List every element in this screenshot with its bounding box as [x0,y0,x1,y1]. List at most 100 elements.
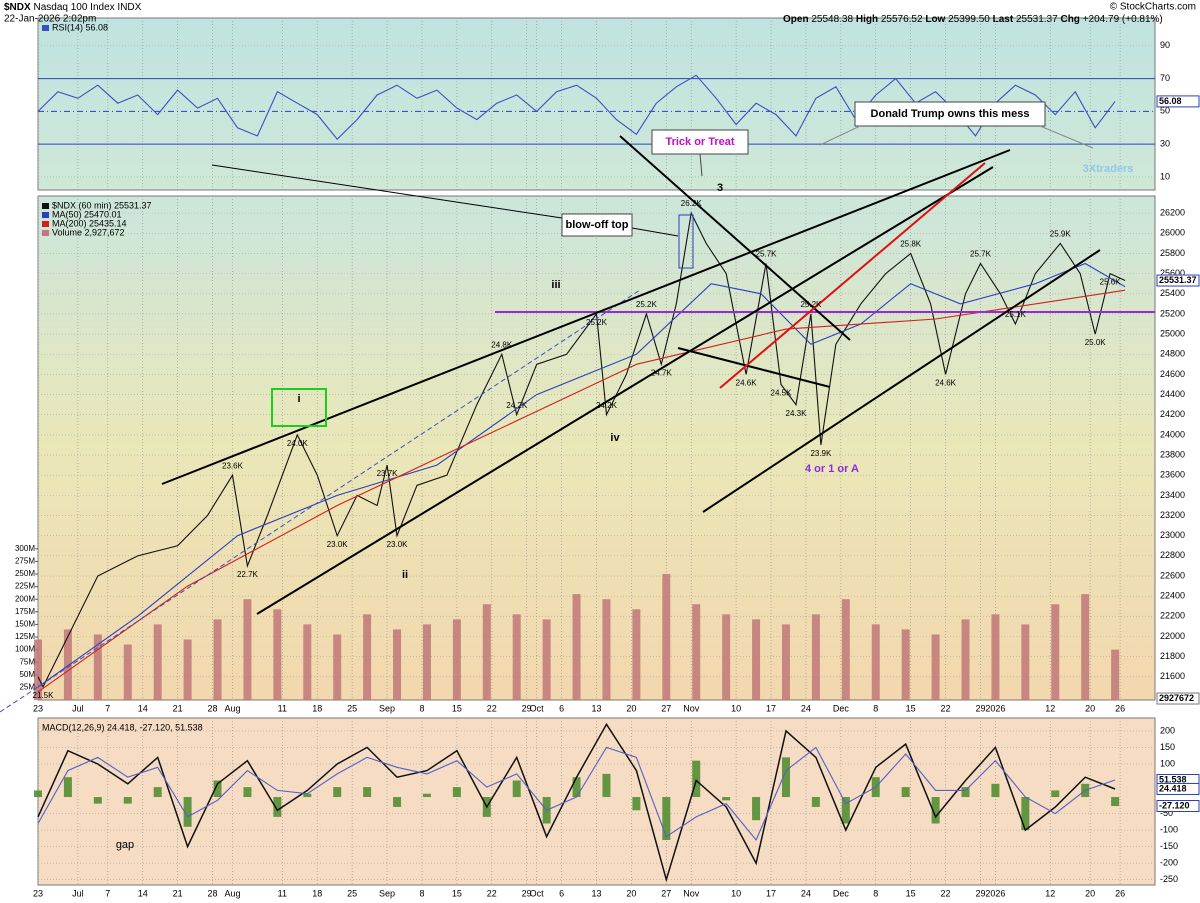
x-tick-label: 22 [941,703,951,713]
annotation: Donald Trump owns this mess [871,108,1030,120]
histogram-bar [692,760,701,798]
series-line [37,746,1116,842]
x-tick-label: 13 [591,703,601,713]
x-tick-label: Oct [530,888,545,898]
legend-label: MA(50) 25470.01 [52,209,122,219]
volume-bar [961,619,970,700]
x-tick-label: 10 [731,888,741,898]
volume-bar [482,604,491,700]
highlight-box [271,388,327,427]
x-tick-label: 8 [873,703,878,713]
quote-label: Low [925,14,945,25]
x-tick-label: 22 [941,888,951,898]
y-tick-label: 24800 [1160,349,1185,359]
y2-tick-label: 25M [19,683,35,692]
histogram-bar [303,793,312,798]
histogram-bar [213,780,222,798]
x-tick-label: 23 [33,888,43,898]
x-tick-label: Aug [224,888,240,898]
index-name: Nasdaq 100 Index INDX [33,2,141,13]
price-label: 23.9K [810,449,832,458]
annotation: 4 or 1 or A [805,463,859,475]
x-tick-label: 26 [1115,888,1125,898]
callout-line [211,164,563,219]
price-label: 24.7K [651,368,673,377]
price-label: 25.0K [1085,338,1107,347]
quote-value: 25531.37 [1016,14,1058,25]
y-tick-label: 21600 [1160,671,1185,681]
price-label: 25.7K [970,250,992,259]
histogram-bar [602,773,611,798]
y-tick-label: -200 [1160,858,1178,868]
histogram-bar [811,797,820,807]
histogram-bar [63,777,72,798]
last-value-label: -27.120 [1159,800,1190,810]
histogram-bar [901,787,910,798]
callout-box [854,101,1046,127]
annotation: Trick or Treat [665,136,734,148]
highlight-box [678,214,694,269]
y2-tick-label: 100M [15,645,35,654]
volume-bar [422,624,431,700]
price-label: 22.7K [237,570,259,579]
y2-tick-label: 75M [19,657,35,666]
volume-bar [333,634,342,700]
volume-bar [123,644,132,700]
x-tick-label: 26 [1115,703,1125,713]
x-tick-label: Aug [224,703,240,713]
volume-bar [931,634,940,700]
histogram-bar [1051,790,1060,798]
x-tick-label: 17 [766,888,776,898]
quote-value: +204.79 (+0.81%) [1083,14,1163,25]
volume-bar [871,624,880,700]
y-tick-label: 23800 [1160,449,1185,459]
annotation: i [297,393,300,405]
histogram-bar [273,797,282,817]
legend-swatch [42,25,49,31]
annotation-layer [0,101,1155,713]
y2-tick-label: 250M [15,569,35,578]
last-value-label: 25531.37 [1159,275,1197,285]
volume-bar [781,624,790,700]
price-label: 24.0K [287,439,309,448]
x-tick-label: 28 [208,888,218,898]
histogram-bar [572,777,581,798]
x-tick-label: 29 [975,888,985,898]
last-value-box [1156,95,1200,108]
x-tick-label: 7 [105,888,110,898]
y-tick-label: 24600 [1160,369,1185,379]
x-tick-label: Oct [530,703,545,713]
quote-label: Chg [1060,14,1079,25]
histogram-bar [1111,797,1120,807]
histogram-bar [393,797,402,807]
price-label: 24.8K [491,340,513,349]
price-label: 24.3K [786,409,808,418]
volume-bar [542,619,551,700]
x-tick-label: 23 [33,703,43,713]
volume-bar [602,599,611,700]
price-label: 23.7K [377,469,399,478]
trend-line [161,149,1011,485]
price-label: 24.6K [736,379,758,388]
y-tick-label: -100 [1160,824,1178,834]
y-tick-label: 24200 [1160,409,1185,419]
legend-label: RSI(14) 56.08 [52,22,108,32]
y-tick-label: -250 [1160,874,1178,884]
last-value-label: 56.08 [1159,96,1182,106]
x-tick-label: 6 [559,888,564,898]
x-tick-label: 15 [906,888,916,898]
legend-label: Volume 2,927,672 [52,227,125,237]
x-tick-label: 15 [452,703,462,713]
x-tick-label: 8 [873,888,878,898]
y2-tick-label: 150M [15,620,35,629]
histogram-bar [422,793,431,798]
y-tick-label: 24400 [1160,389,1185,399]
histogram-bar [632,797,641,811]
legend-swatch [42,203,49,209]
y-tick-label: 150 [1160,742,1175,752]
x-tick-label: 21 [173,888,183,898]
x-tick-label: 17 [766,703,776,713]
trend-line [702,249,1101,513]
annotation: 3 [717,182,723,194]
header-date: 22-Jan-2026 2:02pm [4,14,96,25]
